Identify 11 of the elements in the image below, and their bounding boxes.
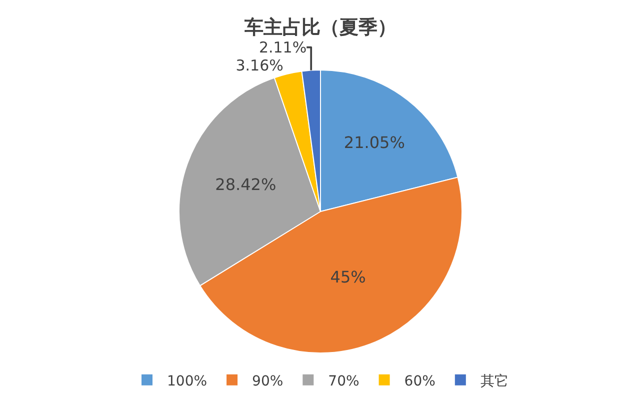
legend-label: 60% [404,373,436,390]
data-label: 28.42% [215,175,276,194]
data-label: 3.16% [236,56,284,74]
legend-label: 70% [328,373,360,390]
data-label: 2.11% [258,38,307,56]
chart-title: 车主占比（夏季） [244,16,396,39]
legend-label: 100% [167,373,208,390]
data-label: 21.05% [344,132,405,152]
data-label: 45% [330,268,366,287]
legend-label: 其它 [480,373,508,390]
legend-label: 90% [252,373,284,390]
